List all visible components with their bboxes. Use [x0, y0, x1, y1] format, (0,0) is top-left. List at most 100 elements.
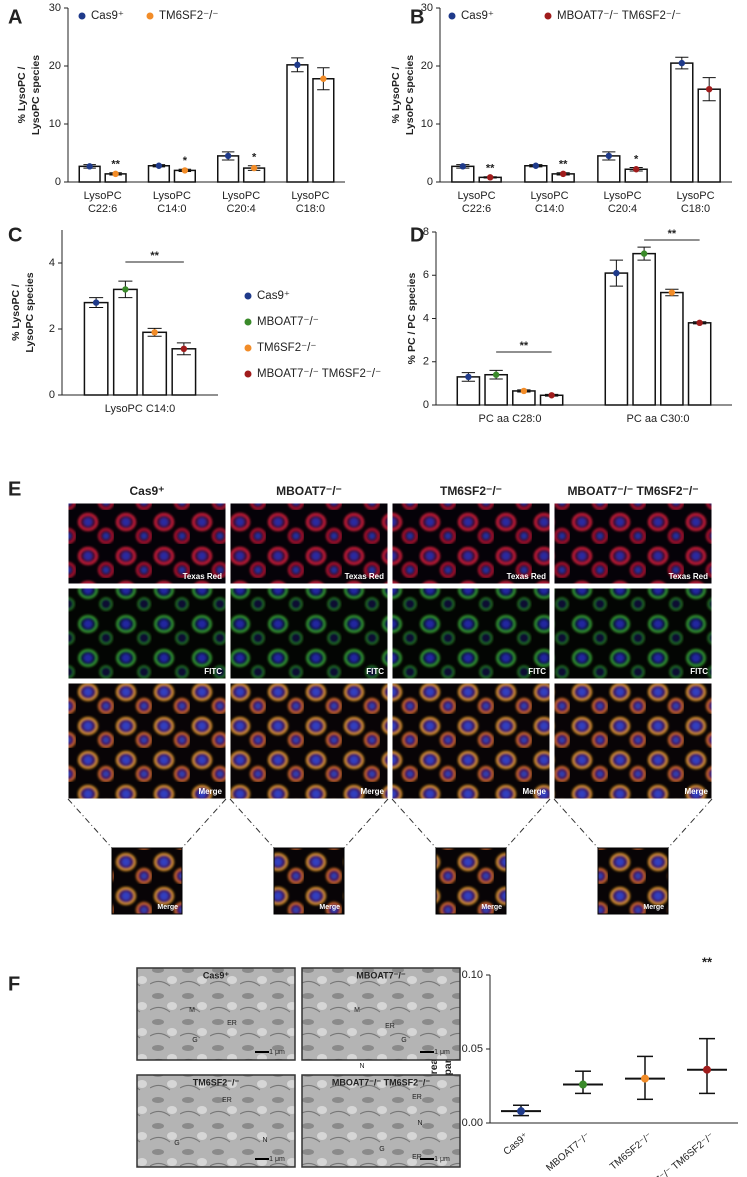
x-tick-label: PC aa C30:0: [627, 413, 690, 425]
em-title: MBOAT7⁻/⁻: [356, 970, 406, 980]
micrograph: [67, 502, 227, 585]
y-axis-label: LysoPC species: [30, 55, 42, 135]
em-image: [136, 967, 296, 1061]
x-tick-label: TM6SF2⁻/⁻: [608, 1131, 655, 1173]
channel-label: FITC: [690, 667, 708, 676]
annotation: **: [150, 250, 159, 262]
annotation: *: [183, 155, 188, 167]
em-title: TM6SF2⁻/⁻: [193, 1077, 240, 1087]
micrograph: [67, 587, 227, 680]
y-tick-label: 0: [423, 399, 429, 411]
bar: [670, 62, 694, 183]
annotation: *: [252, 152, 257, 164]
column-title: MBOAT7⁻/⁻ TM6SF2⁻/⁻: [567, 484, 698, 498]
y-tick-label: 10: [421, 118, 433, 130]
legend-marker: [244, 344, 252, 352]
annotation: **: [520, 340, 529, 352]
bar: [697, 88, 721, 183]
legend-label: MBOAT7⁻/⁻ TM6SF2⁻/⁻: [557, 10, 681, 22]
bar: [286, 64, 309, 183]
em-label: N: [359, 1063, 364, 1070]
y-tick-label: 8: [423, 226, 429, 238]
em-image: [301, 1074, 461, 1168]
panel-label: A: [8, 6, 22, 28]
em-label: ER: [412, 1094, 422, 1101]
legend-marker: [244, 318, 252, 326]
channel-label: Merge: [198, 787, 222, 796]
micrograph: [391, 502, 551, 585]
em-label: 1 μm: [434, 1049, 450, 1056]
em-image: [136, 1074, 296, 1168]
bar: [687, 322, 712, 406]
column-title: Cas9⁺: [129, 484, 164, 498]
legend-marker: [78, 12, 86, 20]
x-tick-label: Cas9⁺: [502, 1131, 531, 1158]
mean-dot: [151, 329, 158, 336]
mean-dot: [613, 269, 620, 277]
y-tick-label: 0: [49, 389, 55, 401]
annotation: **: [702, 954, 713, 969]
legend-marker: [244, 292, 252, 300]
mean-dot: [486, 174, 494, 181]
zoom-guide: [391, 798, 551, 849]
legend-label: MBOAT7⁻/⁻: [257, 316, 319, 328]
mean-dot: [465, 373, 472, 381]
em-label: ER: [412, 1154, 422, 1161]
channel-label: Merge: [522, 787, 546, 796]
annotation: **: [668, 228, 677, 240]
x-tick-label: LysoPC C22:6: [84, 190, 122, 215]
y-tick-label: 0.00: [462, 1117, 483, 1129]
channel-label: FITC: [528, 667, 546, 676]
column-title: TM6SF2⁻/⁻: [440, 484, 502, 498]
bar: [660, 291, 684, 406]
mean-dot: [122, 286, 129, 293]
inset-label: Merge: [643, 904, 664, 911]
inset-label: Merge: [481, 904, 502, 911]
micrograph: [553, 682, 713, 800]
mean-dot: [520, 387, 528, 395]
y-tick-label: 2: [423, 356, 429, 368]
y-tick-label: 20: [49, 60, 61, 72]
mean-dot: [180, 345, 188, 352]
panel-label: D: [410, 224, 424, 246]
em-label: 1 μm: [269, 1049, 285, 1056]
micrograph: [391, 587, 551, 680]
legend-label: Cas9⁺: [91, 10, 124, 22]
mean-dot: [92, 299, 100, 306]
mean-dot: [112, 170, 119, 178]
legend-label: TM6SF2⁻/⁻: [159, 10, 218, 22]
em-label: G: [401, 1037, 406, 1044]
legend-marker: [146, 12, 154, 20]
inset-label: Merge: [319, 904, 340, 911]
mean-dot: [668, 289, 676, 296]
panel-label: E: [8, 478, 21, 500]
mean-dot: [492, 371, 500, 378]
em-label: M: [354, 1007, 360, 1014]
em-image: [301, 967, 461, 1061]
mean-dot: [696, 319, 703, 327]
x-tick-label: LysoPC C22:6: [457, 190, 495, 215]
em-label: ER: [385, 1023, 395, 1030]
mean-dot: [459, 163, 467, 170]
em-label: G: [174, 1140, 179, 1147]
x-tick-label: LysoPC C14:0: [153, 190, 191, 215]
channel-label: FITC: [366, 667, 384, 676]
y-axis-label: % LysoPC /: [16, 67, 28, 124]
mean-dot: [705, 86, 713, 93]
annotation: **: [111, 159, 120, 171]
em-label: M: [189, 1007, 195, 1014]
channel-label: Merge: [360, 787, 384, 796]
x-tick-label: LysoPC C18:0: [291, 190, 329, 215]
bar: [632, 252, 656, 406]
micrograph: [391, 682, 551, 800]
mean-dot: [640, 250, 648, 257]
bar: [142, 331, 168, 396]
panel-label: B: [410, 6, 424, 28]
micrograph: [229, 682, 389, 800]
y-tick-label: 6: [423, 269, 429, 281]
em-label: G: [192, 1037, 197, 1044]
zoom-guide: [553, 798, 713, 849]
median-dot: [703, 1065, 711, 1074]
y-axis-label: % LysoPC /: [390, 67, 402, 124]
micrograph: [553, 502, 713, 585]
